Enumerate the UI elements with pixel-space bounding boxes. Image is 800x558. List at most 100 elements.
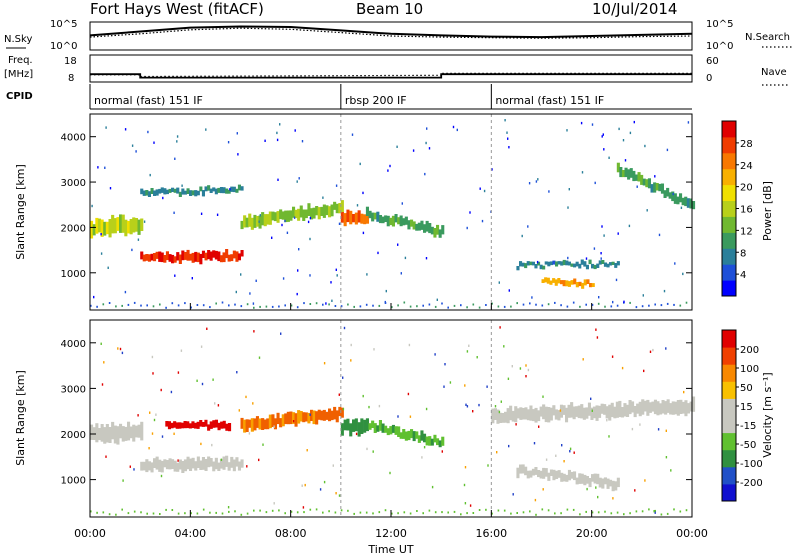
velocity-speck: [527, 368, 530, 372]
power-cell: [611, 261, 615, 265]
velocity-speck: [292, 420, 295, 423]
velocity-cell: [689, 401, 693, 412]
power-speck: [672, 192, 674, 196]
velocity-cell: [582, 407, 586, 420]
velocity-cell: [554, 512, 556, 515]
power-speck: [135, 150, 137, 153]
power-speck: [336, 274, 338, 277]
power-cell: [196, 252, 200, 263]
velocity-colorbar-swatch: [722, 347, 736, 365]
velocity-colorbar-tick-label: 200: [740, 345, 759, 356]
velocity-speck: [280, 332, 282, 335]
velocity-cell: [537, 410, 541, 422]
velocity-speck: [389, 471, 391, 475]
freq-tick-bottom: 8: [68, 73, 74, 84]
power-cell: [160, 252, 164, 263]
velocity-cell: [96, 511, 98, 514]
power-cell: [225, 188, 229, 194]
velocity-cell: [352, 419, 356, 432]
power-cell: [376, 211, 380, 222]
power-cell: [207, 250, 211, 260]
velocity-cell: [171, 509, 174, 511]
power-cell: [629, 301, 631, 304]
power-cell: [522, 303, 525, 306]
velocity-cell: [325, 411, 329, 420]
velocity-cell: [281, 414, 285, 427]
velocity-speck: [561, 444, 563, 447]
power-speck: [281, 223, 283, 227]
power-cell: [552, 278, 556, 283]
velocity-speck: [649, 350, 652, 353]
velocity-cell: [296, 511, 299, 514]
velocity-cell: [214, 419, 218, 428]
velocity-cell: [340, 509, 343, 512]
velocity-cell: [368, 423, 372, 430]
velocity-cell: [575, 477, 579, 485]
power-cell: [404, 216, 408, 225]
power-speck: [200, 212, 203, 215]
power-colorbar-tick-label: 8: [740, 248, 746, 259]
velocity-cell: [378, 420, 382, 431]
power-speck: [109, 187, 112, 190]
power-cell: [541, 279, 545, 283]
velocity-cell: [506, 408, 510, 424]
velocity-speck: [332, 464, 334, 467]
velocity-cell: [646, 399, 650, 416]
velocity-cell: [547, 509, 550, 512]
power-speck: [581, 171, 584, 174]
power-cell: [386, 215, 390, 227]
power-cell: [372, 304, 374, 307]
power-cell: [407, 220, 411, 230]
velocity-cell: [176, 462, 180, 472]
velocity-cell: [580, 473, 584, 484]
velocity-colorbar-label: Velocity [m s⁻¹]: [761, 372, 774, 457]
power-speck: [491, 168, 493, 171]
power-speck: [508, 289, 510, 292]
velocity-cell: [322, 511, 324, 514]
power-cell: [134, 218, 138, 232]
velocity-cell: [181, 461, 185, 473]
velocity-cell: [219, 458, 223, 469]
velocity-cell: [430, 438, 434, 446]
power-speck: [259, 214, 261, 217]
power-speck: [428, 147, 431, 150]
power-cell: [97, 218, 101, 233]
power-cell: [363, 214, 367, 225]
velocity-cell: [397, 426, 401, 437]
power-speck: [531, 296, 533, 299]
velocity-colorbar-frame: [721, 329, 737, 502]
velocity-speck: [608, 435, 610, 438]
power-cell: [212, 250, 216, 258]
power-speck: [335, 184, 338, 187]
velocity-cell: [549, 469, 553, 476]
velocity-cell: [103, 427, 107, 444]
power-ytick-label: 1000: [61, 269, 86, 280]
velocity-cell: [415, 431, 419, 439]
velocity-cell: [271, 414, 275, 427]
velocity-cell: [214, 457, 218, 470]
velocity-cell: [623, 403, 627, 417]
power-cell: [153, 253, 157, 262]
power-speck: [666, 148, 669, 152]
velocity-colorbar-tick-label: -200: [740, 478, 763, 489]
velocity-cell: [409, 512, 412, 515]
power-speck: [633, 120, 635, 124]
velocity-cell: [278, 509, 280, 512]
velocity-cell: [191, 457, 195, 469]
velocity-cell: [609, 479, 613, 487]
frequency-panel: 18 8 60 0: [64, 54, 719, 84]
velocity-speck: [105, 455, 107, 458]
velocity-cell: [228, 510, 230, 513]
power-speck: [330, 281, 332, 284]
power-cell: [632, 170, 636, 182]
power-cell: [434, 305, 437, 308]
velocity-cell: [535, 513, 537, 516]
velocity-cell: [384, 425, 388, 433]
date-label: 10/Jul/2014: [592, 0, 677, 18]
power-cell: [583, 261, 587, 267]
cpid-mode-label: normal (fast) 151 IF: [495, 94, 604, 107]
power-cell: [673, 193, 677, 204]
power-cell: [212, 187, 216, 192]
power-speck: [498, 281, 500, 284]
power-cell: [684, 196, 688, 207]
